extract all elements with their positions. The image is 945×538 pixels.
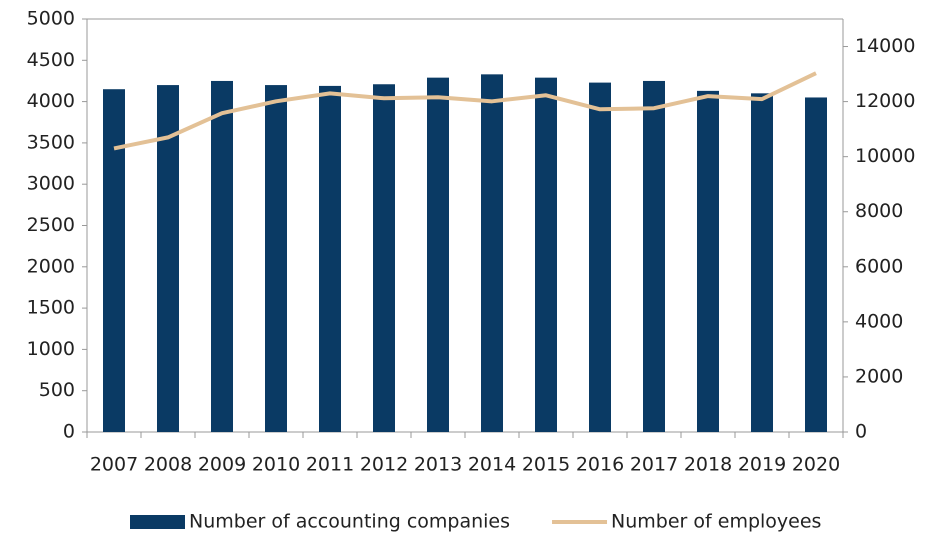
- x-tick-label: 2014: [468, 454, 516, 476]
- x-tick-label: 2009: [198, 454, 246, 476]
- bar: [535, 77, 557, 433]
- x-tick-label: 2011: [306, 454, 354, 476]
- legend-swatch: [130, 515, 185, 529]
- bar: [427, 77, 449, 433]
- bar: [157, 85, 179, 432]
- y-tick-label: 1000: [27, 338, 75, 360]
- x-tick-label: 2015: [522, 454, 570, 476]
- y2-tick-label: 12000: [855, 90, 915, 112]
- y-tick-label: 3000: [27, 173, 75, 195]
- bar: [805, 97, 827, 432]
- y-tick-label: 4000: [27, 90, 75, 112]
- y-tick-label: 0: [63, 421, 75, 443]
- bar: [643, 80, 665, 432]
- y-tick-label: 500: [39, 379, 75, 401]
- bar: [103, 89, 125, 433]
- x-tick-label: 2020: [792, 454, 840, 476]
- x-tick-label: 2012: [360, 454, 408, 476]
- y2-tick-label: 4000: [855, 310, 903, 332]
- x-tick-label: 2017: [630, 454, 678, 476]
- y-tick-label: 2000: [27, 255, 75, 277]
- bar: [319, 85, 341, 432]
- bar: [751, 93, 773, 432]
- bar: [211, 80, 233, 432]
- y2-tick-label: 10000: [855, 145, 915, 167]
- y2-tick-label: 6000: [855, 255, 903, 277]
- bar: [481, 74, 503, 432]
- line: [113, 71, 817, 151]
- bar: [589, 82, 611, 433]
- y-tick-label: 1500: [27, 297, 75, 319]
- x-tick-label: 2010: [252, 454, 300, 476]
- y2-tick-label: 8000: [855, 200, 903, 222]
- x-tick-label: 2018: [684, 454, 732, 476]
- y-tick-label: 5000: [27, 8, 75, 30]
- y-tick-label: 2500: [27, 214, 75, 236]
- x-tick-label: 2008: [144, 454, 192, 476]
- y2-tick-label: 2000: [855, 365, 903, 387]
- legend-label: Number of employees: [611, 511, 821, 533]
- bar: [265, 85, 287, 432]
- y-tick-label: 4500: [27, 49, 75, 71]
- y2-tick-label: 14000: [855, 35, 915, 57]
- x-tick-label: 2013: [414, 454, 462, 476]
- y-tick-label: 3500: [27, 131, 75, 153]
- x-tick-label: 2016: [576, 454, 624, 476]
- x-tick-label: 2019: [738, 454, 786, 476]
- x-tick-label: 2007: [90, 454, 138, 476]
- bar: [697, 90, 719, 432]
- legend-label: Number of accounting companies: [189, 511, 510, 533]
- bar: [373, 84, 395, 432]
- y2-tick-label: 0: [855, 421, 867, 443]
